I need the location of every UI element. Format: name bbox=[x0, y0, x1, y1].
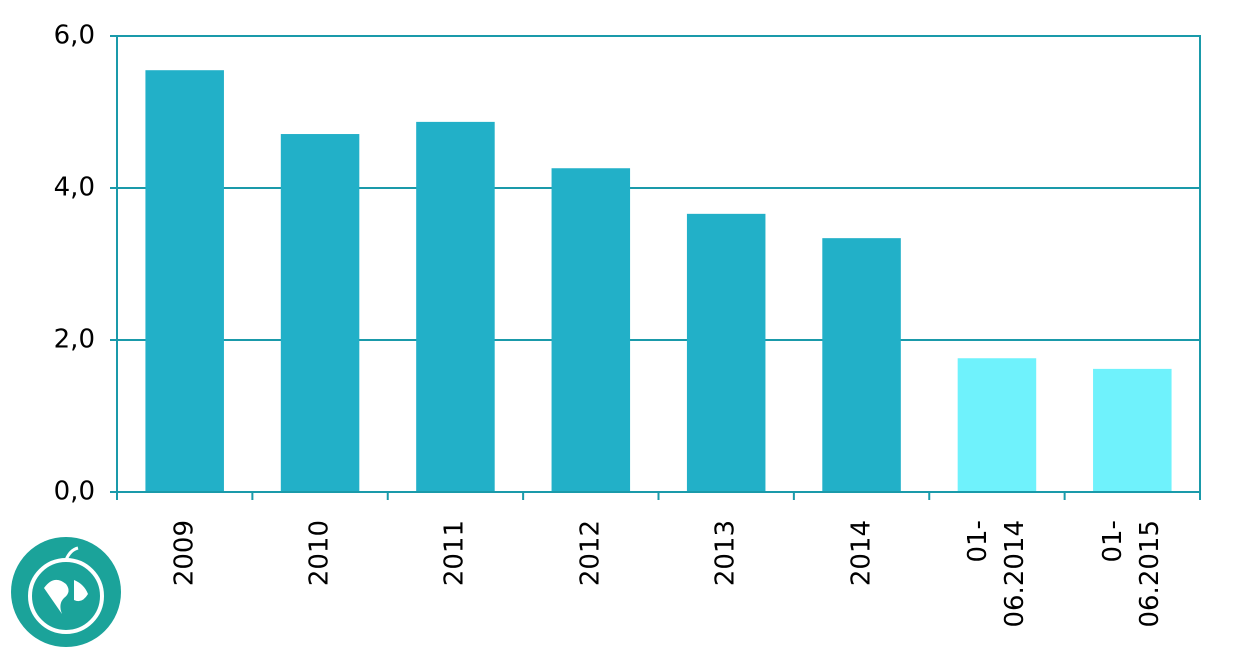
x-tick-label: 01- 06.2015 bbox=[1098, 520, 1166, 628]
bar bbox=[686, 213, 766, 492]
y-tick-label: 2,0 bbox=[54, 325, 95, 355]
y-tick-label: 0,0 bbox=[54, 477, 95, 507]
x-tick-label: 2012 bbox=[575, 520, 606, 587]
plot-frame bbox=[116, 35, 1201, 493]
bar bbox=[280, 134, 360, 493]
bar bbox=[416, 121, 495, 492]
bar bbox=[822, 238, 901, 492]
logo bbox=[11, 537, 121, 647]
x-tick-label: 2009 bbox=[169, 520, 200, 587]
x-tick-label: 2013 bbox=[710, 520, 741, 587]
bar bbox=[1093, 368, 1172, 492]
bar bbox=[957, 358, 1037, 492]
x-tick-label: 01- 06.2014 bbox=[962, 520, 1030, 628]
bar bbox=[551, 168, 631, 493]
x-tick-label: 2014 bbox=[846, 520, 877, 587]
x-tick-label: 2010 bbox=[304, 520, 335, 587]
y-tick-label: 4,0 bbox=[54, 173, 95, 203]
bar bbox=[145, 70, 224, 492]
x-tick-label: 2011 bbox=[439, 520, 470, 587]
y-tick-label: 6,0 bbox=[54, 21, 95, 51]
